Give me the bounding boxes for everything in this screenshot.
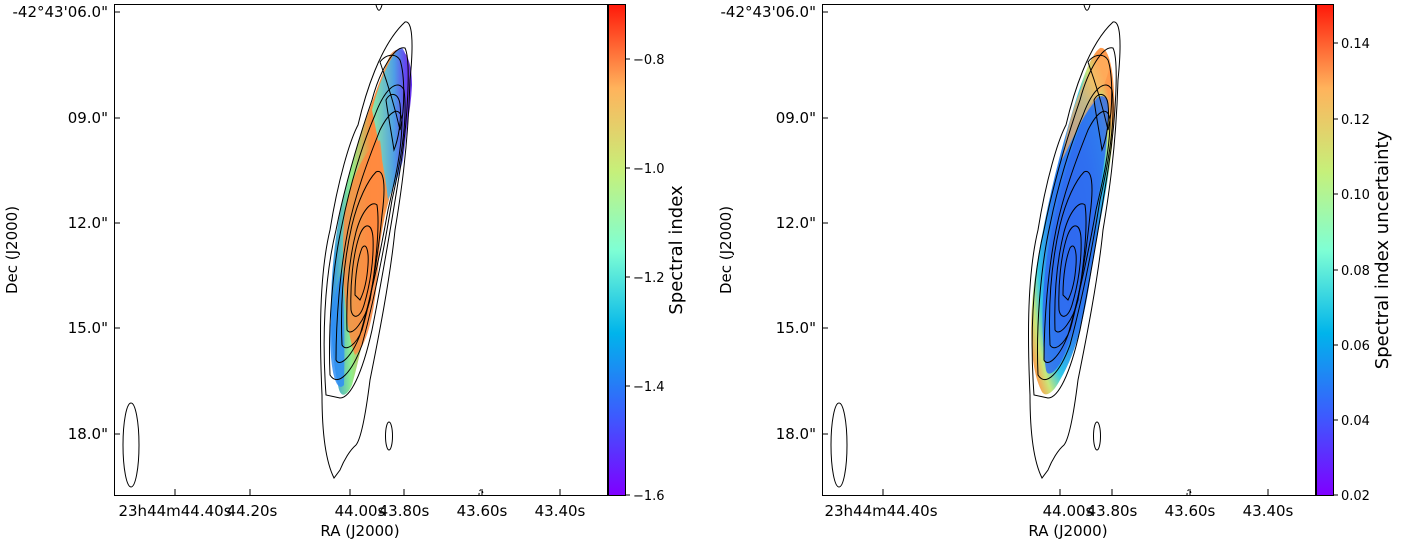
left-y-tick-label: 18.0" (68, 425, 108, 443)
right-y-tick-label: 18.0" (776, 425, 816, 443)
left-y-tick-label: 15.0" (68, 319, 108, 337)
right-x-tick-label: 43.40s (1243, 502, 1294, 520)
left-x-tick-label: 43.80s (379, 502, 430, 520)
right-colorbar: 0.14 0.12 0.10 0.08 0.06 0.04 0.02 Spect… (1316, 4, 1393, 504)
right-colorbar-tick-label: 0.12 (1341, 113, 1370, 128)
right-colorbar-tick-label: 0.08 (1341, 264, 1370, 279)
right-x-tick-label: 44.00s (1043, 502, 1094, 520)
left-colorbar-tick-label: −1.6 (633, 489, 665, 504)
left-colorbar-label: Spectral index (666, 185, 687, 315)
left-x-ticks (174, 489, 561, 495)
left-colorbar: −0.8 −1.0 −1.2 −1.4 −1.6 Spectral index (608, 4, 687, 504)
left-x-axis-label: RA (J2000) (320, 522, 399, 540)
right-colorbar-gradient (1317, 5, 1333, 495)
right-map-panel: 23h44m44.40s 44.00s 43.80s 43.60s 43.40s… (717, 3, 1393, 540)
right-y-tick-label: 12.0" (776, 214, 816, 232)
right-colorbar-tick-label: 0.10 (1341, 188, 1370, 203)
left-axes-frame (114, 4, 608, 496)
right-x-tick-label: 43.60s (1165, 502, 1216, 520)
left-y-ticks (114, 11, 120, 435)
left-colorbar-tick-label: −1.0 (633, 162, 665, 177)
right-colorbar-tick-label: 0.14 (1341, 37, 1370, 52)
right-colorbar-label: Spectral index uncertainty (1372, 130, 1393, 369)
left-x-tick-label: 44.00s (335, 502, 386, 520)
left-y-tick-label: 12.0" (68, 214, 108, 232)
left-x-tick-label: 44.20s (227, 502, 278, 520)
right-colorbar-tick-label: 0.06 (1341, 339, 1370, 354)
left-y-tick-label: -42°43'06.0" (12, 3, 108, 21)
right-x-ticks (882, 489, 1269, 495)
right-colorbar-tick-label: 0.02 (1341, 489, 1370, 504)
left-x-tick-label: 43.40s (535, 502, 586, 520)
right-contours (830, 4, 1192, 496)
right-y-axis-label: Dec (J2000) (717, 206, 735, 294)
left-colorbar-gradient (609, 5, 625, 495)
left-x-tick-label: 43.60s (457, 502, 508, 520)
right-y-ticks (822, 11, 828, 435)
left-y-tick-label: 09.0" (68, 109, 108, 127)
left-y-axis-label: Dec (J2000) (3, 206, 21, 294)
right-y-tick-label: -42°43'06.0" (720, 3, 816, 21)
left-contours (122, 4, 484, 496)
left-colorbar-tick-label: −0.8 (633, 53, 665, 68)
right-y-tick-label: 15.0" (776, 319, 816, 337)
right-axes-frame (822, 4, 1316, 496)
right-colorbar-tick-label: 0.04 (1341, 414, 1370, 429)
right-x-tick-label: 43.80s (1087, 502, 1138, 520)
right-x-axis-label: RA (J2000) (1028, 522, 1107, 540)
right-x-tick-label: 23h44m44.40s (824, 502, 937, 520)
right-y-tick-label: 09.0" (776, 109, 816, 127)
left-colorbar-tick-label: −1.4 (633, 380, 665, 395)
left-x-tick-label: 23h44m44.40s (118, 502, 231, 520)
left-colorbar-tick-label: −1.2 (633, 271, 665, 286)
left-map-panel: 23h44m44.40s 44.20s 44.00s 43.80s 43.60s… (3, 3, 687, 540)
